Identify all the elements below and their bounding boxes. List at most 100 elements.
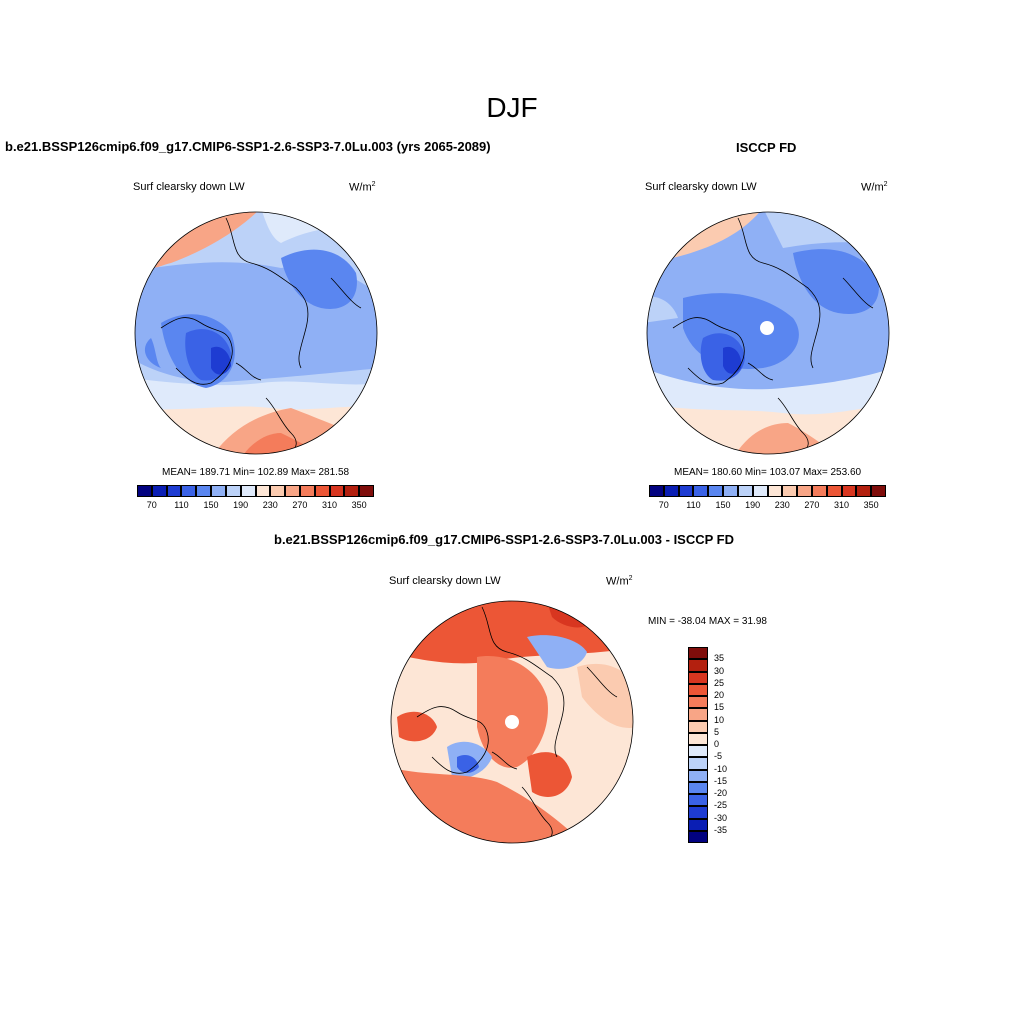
colorbar-tick-label: 30 (714, 665, 725, 676)
figure-title: DJF (486, 92, 538, 123)
obs-panel-title: ISCCP FD (736, 140, 797, 155)
colorbar-tick-label: 20 (714, 690, 725, 700)
pole-mask (760, 321, 774, 335)
colorbar-swatch (181, 485, 197, 497)
colorbar-tick-label: 190 (745, 500, 761, 510)
colorbar-swatch (314, 485, 330, 497)
colorbar-tick-label: 150 (715, 500, 731, 510)
colorbar-swatch (737, 485, 753, 497)
colorbar-swatch (688, 671, 708, 684)
model-polar-map (134, 211, 378, 455)
colorbar-swatch (688, 818, 708, 831)
colorbar-tick-label: 15 (714, 702, 725, 713)
colorbar-swatch (708, 485, 724, 497)
colorbar-swatch (782, 485, 798, 497)
colorbar-tick-label: 25 (714, 677, 725, 688)
colorbar-swatch (344, 485, 360, 497)
colorbar-swatch (856, 485, 872, 497)
colorbar-swatch (211, 485, 226, 497)
model-variable-label: Surf clearsky down LW (133, 181, 245, 193)
colorbar-swatch (688, 769, 708, 782)
colorbar-swatch (688, 659, 708, 672)
colorbar-tick-label: -5 (714, 751, 723, 762)
colorbar-swatch (137, 485, 152, 497)
colorbar-swatch (871, 485, 886, 497)
colorbar-swatch (688, 696, 708, 709)
colorbar-tick-label: 70 (658, 500, 669, 510)
colorbar-swatch (688, 781, 708, 794)
colorbar-swatch (688, 830, 708, 843)
obs-polar-map (646, 211, 890, 455)
diff-panel-title: b.e21.BSSP126cmip6.f09_g17.CMIP6-SSP1-2.… (274, 532, 735, 547)
colorbar-swatch (767, 485, 783, 497)
colorbar-tick-label: 310 (322, 500, 338, 510)
obs-units-label: W/m2 (861, 181, 888, 194)
colorbar-tick-label: 230 (262, 500, 278, 510)
colorbar-swatch (688, 732, 708, 745)
colorbar-swatch (255, 485, 271, 497)
colorbar-tick-label: 10 (714, 714, 725, 725)
colorbar-tick-label: -15 (714, 775, 728, 786)
colorbar-tick-label: 350 (863, 500, 879, 510)
colorbar-tick-label: 110 (174, 500, 189, 510)
model-units-label: W/m2 (349, 181, 376, 194)
colorbar-swatch (299, 485, 315, 497)
colorbar-swatch (649, 485, 664, 497)
obs-variable-label: Surf clearsky down LW (645, 181, 757, 193)
colorbar-swatch (663, 485, 679, 497)
colorbar-tick-label: 230 (774, 500, 790, 510)
colorbar-swatch (841, 485, 857, 497)
colorbar-swatch (797, 485, 812, 497)
colorbar-swatch (678, 485, 694, 497)
colorbar-tick-label: 350 (351, 500, 367, 510)
colorbar-tick-label: 70 (146, 500, 157, 510)
diff-stats: MIN = -38.04 MAX = 31.98 (648, 616, 767, 627)
colorbar-tick-label: -20 (714, 788, 728, 798)
colorbar-swatch (688, 745, 708, 758)
obs-stats: MEAN= 180.60 Min= 103.07 Max= 253.60 (674, 467, 862, 478)
colorbar-swatch (151, 485, 167, 497)
colorbar-tick-label: 270 (804, 500, 820, 510)
diff-colorbar: 35 30 25 20 15 10 5 0 -5 -10 -15 -20 -25 -30 -35 (688, 647, 748, 847)
colorbar-swatch (688, 683, 708, 696)
model-panel-title: b.e21.BSSP126cmip6.f09_g17.CMIP6-SSP1-2.… (5, 139, 491, 154)
colorbar-tick-label: 0 (714, 739, 720, 749)
colorbar-tick-label: 310 (834, 500, 850, 510)
model-colorbar: 70 110 150 190 230 270 310 350 (137, 485, 374, 515)
colorbar-tick-label: 270 (292, 500, 308, 510)
colorbar-tick-label: 35 (714, 653, 725, 664)
colorbar-swatch (688, 757, 708, 770)
diff-polar-map (390, 600, 634, 844)
model-stats: MEAN= 189.71 Min= 102.89 Max= 281.58 (162, 467, 350, 478)
diff-units-label: W/m2 (606, 575, 633, 588)
colorbar-swatch (270, 485, 286, 497)
colorbar-tick-label: -35 (714, 824, 728, 835)
colorbar-swatch (688, 720, 708, 733)
colorbar-tick-label: -10 (714, 763, 728, 774)
colorbar-tick-label: 110 (686, 500, 701, 510)
colorbar-swatch (359, 485, 374, 497)
colorbar-swatch (196, 485, 212, 497)
colorbar-swatch (826, 485, 842, 497)
colorbar-swatch (688, 647, 708, 660)
colorbar-tick-label: -30 (714, 812, 728, 823)
colorbar-swatch (166, 485, 182, 497)
colorbar-swatch (285, 485, 300, 497)
colorbar-swatch (240, 485, 256, 497)
colorbar-tick-label: 5 (714, 726, 720, 737)
colorbar-tick-label: 150 (203, 500, 219, 510)
colorbar-swatch (752, 485, 768, 497)
obs-colorbar: 70 110 150 190 230 270 310 350 (649, 485, 886, 515)
diff-variable-label: Surf clearsky down LW (389, 575, 501, 587)
colorbar-swatch (723, 485, 738, 497)
colorbar-tick-label: -25 (714, 800, 728, 811)
colorbar-swatch (688, 806, 708, 819)
colorbar-swatch (225, 485, 241, 497)
colorbar-swatch (329, 485, 345, 497)
colorbar-swatch (688, 794, 708, 807)
colorbar-swatch (811, 485, 827, 497)
colorbar-tick-label: 190 (233, 500, 249, 510)
colorbar-swatch (688, 708, 708, 721)
pole-mask (505, 715, 519, 729)
colorbar-swatch (693, 485, 709, 497)
